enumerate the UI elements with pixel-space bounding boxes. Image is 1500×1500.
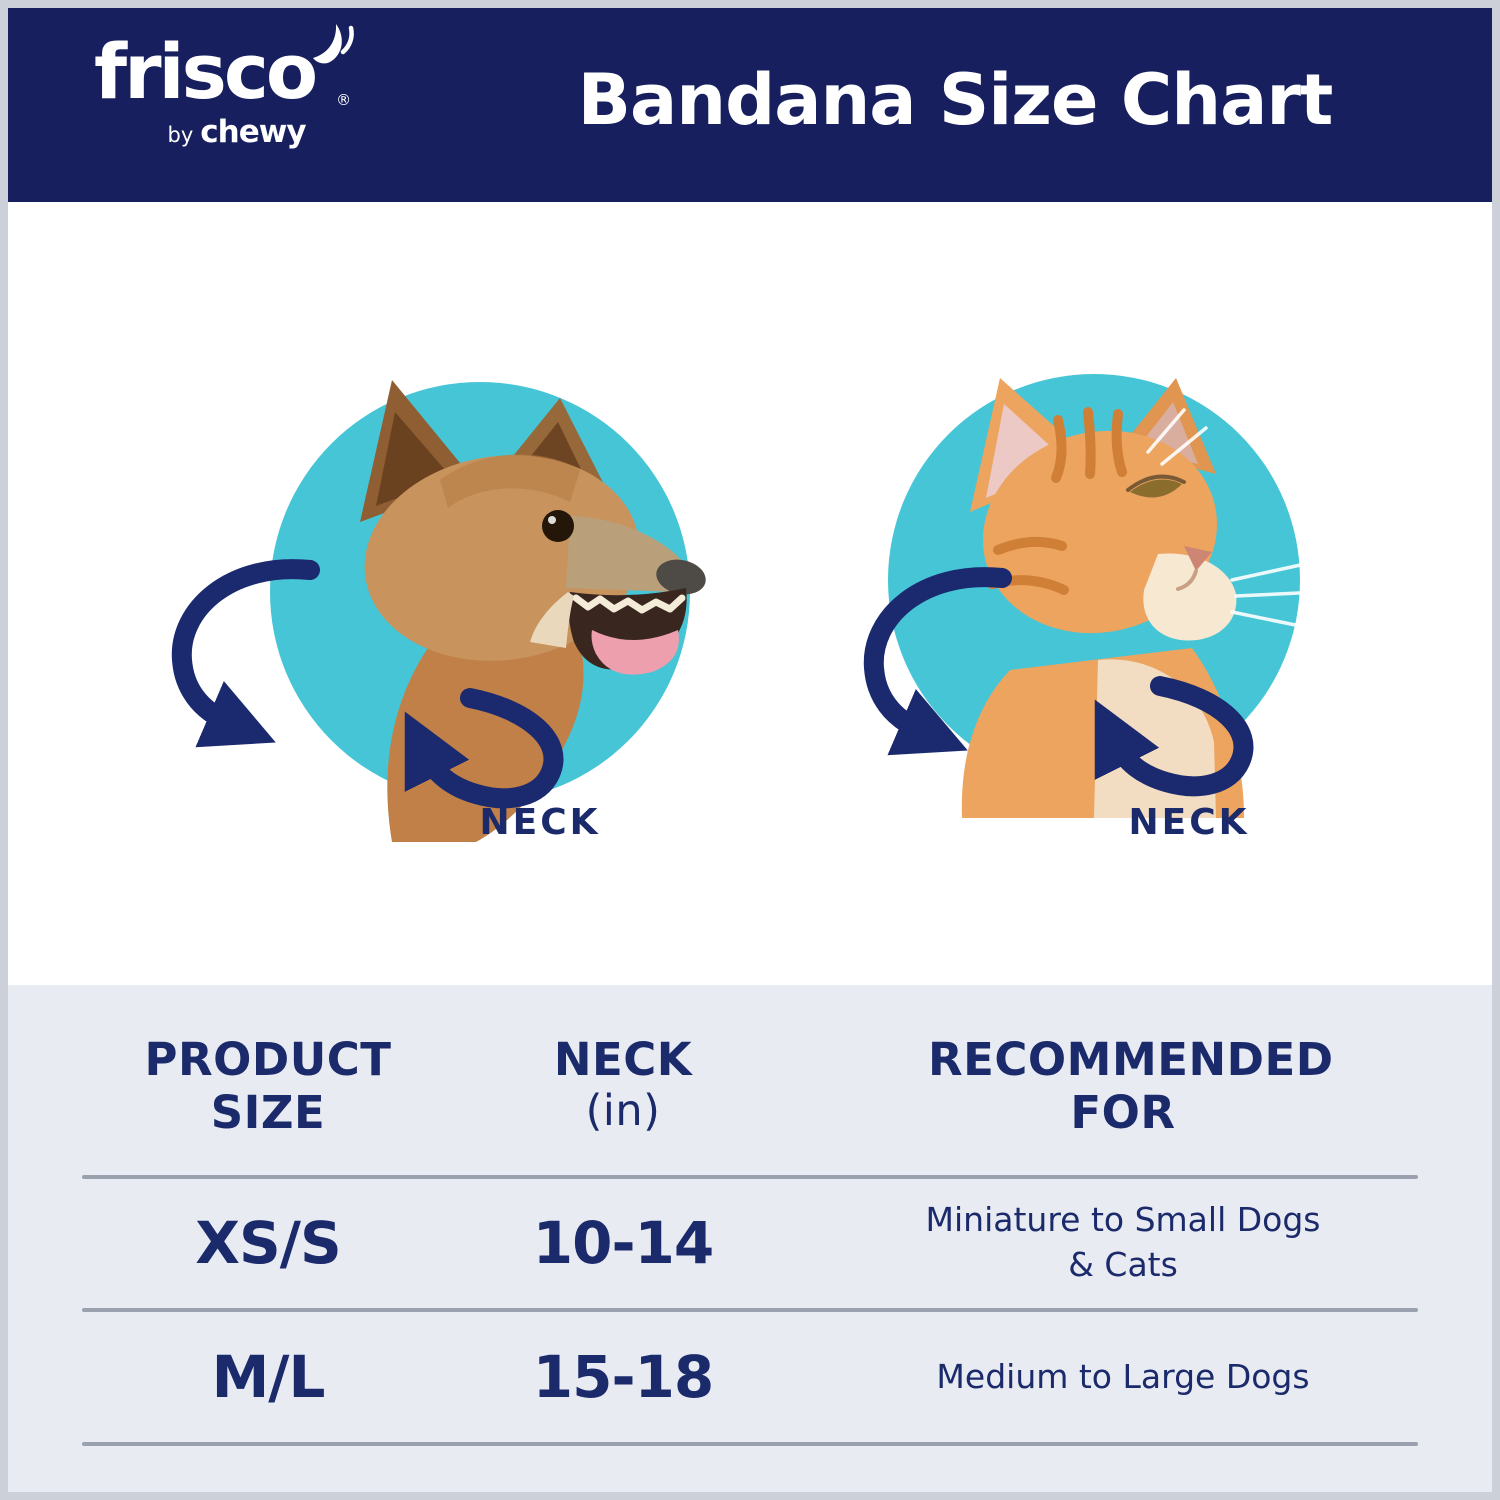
neck-measure-arrows (171, 559, 564, 809)
byline-by: by (167, 123, 194, 147)
dog-head (360, 380, 706, 842)
recommended-value: Medium to Large Dogs (936, 1356, 1310, 1396)
byline: by chewy (167, 114, 307, 150)
neck-measure-arrows (863, 567, 1254, 797)
cat-illustration (863, 374, 1322, 818)
column-header-neck-in: NECK (in) (553, 1033, 693, 1137)
header-banner: frisco ® by chewy Bandana Size Chart (8, 8, 1492, 202)
table-divider (82, 1175, 1418, 1179)
neck-value: 10-14 (532, 1209, 715, 1277)
size-value: M/L (211, 1343, 326, 1411)
table-divider (82, 1308, 1418, 1312)
recommended-value: Miniature to Small Dogs & Cats (925, 1200, 1321, 1284)
table-row: M/L 15-18 Medium to Large Dogs (8, 1312, 1492, 1442)
frisco-logo: frisco ® by chewy (94, 24, 354, 150)
dog-neck-label: NECK (479, 802, 601, 843)
cat-neck-label: NECK (1128, 802, 1250, 843)
column-header-recommended-for: RECOMMENDED FOR (928, 1033, 1334, 1140)
page-title: Bandana Size Chart (577, 59, 1334, 141)
brand-wordmark: frisco (94, 27, 318, 116)
table-divider (82, 1442, 1418, 1446)
neck-value: 15-18 (532, 1343, 715, 1411)
byline-chewy: chewy (200, 114, 306, 150)
table-row: XS/S 10-14 Miniature to Small Dogs & Cat… (8, 1178, 1492, 1308)
column-header-product-size: PRODUCT SIZE (144, 1033, 392, 1140)
tail-swish-icon (313, 24, 354, 64)
size-value: XS/S (195, 1209, 341, 1277)
registered-trademark: ® (336, 91, 352, 109)
size-table: PRODUCT SIZE NECK (in) RECOMMENDED FOR X… (8, 985, 1492, 1492)
dog-illustration (171, 380, 706, 842)
